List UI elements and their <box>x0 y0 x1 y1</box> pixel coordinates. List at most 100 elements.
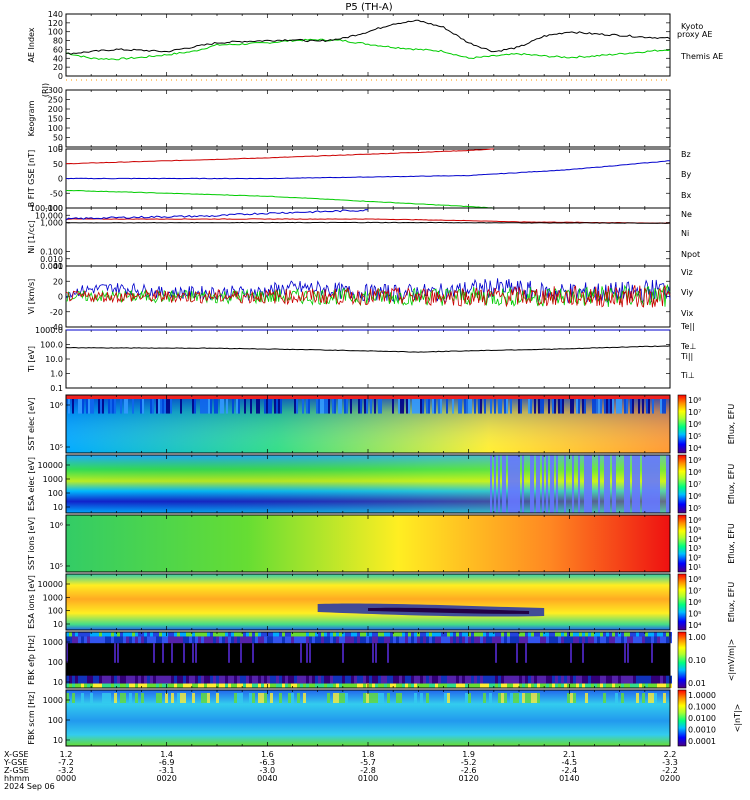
sst-elec-stripe <box>624 395 626 414</box>
fbk-scm-cell <box>483 693 486 703</box>
fbk-efp-cell <box>570 675 573 684</box>
fbk-efp-cell <box>504 683 507 688</box>
footer-tick-hhmm: 0040 <box>257 774 277 783</box>
fbk-efp-cell <box>279 675 282 684</box>
sst-elec-stripe <box>278 395 280 414</box>
sst-elec-stripe <box>346 395 348 414</box>
fbk-efp-cell <box>579 636 582 644</box>
fbk-efp-cell <box>330 636 333 644</box>
fbk-efp-cell <box>153 636 156 644</box>
fbk-efp-cell <box>261 636 264 644</box>
fbk-efp-cell <box>129 632 132 637</box>
fbk-efp-cell <box>444 636 447 644</box>
sst-elec-stripe <box>306 395 308 414</box>
fbk-scm-cell <box>636 693 639 703</box>
fbk-scm-panel-cb-title: <|nT|> <box>733 704 742 733</box>
sst-elec-stripe <box>458 395 460 414</box>
fbk-scm-cell <box>651 693 654 703</box>
esa-elec-stripe <box>634 455 636 513</box>
sst-elec-stripe <box>256 395 258 414</box>
sst-elec-stripe <box>540 395 542 414</box>
fbk-scm-cell <box>204 693 207 703</box>
fbk-efp-cell <box>360 636 363 644</box>
sst-ions-panel-colorbar <box>677 514 687 573</box>
fbk-efp-cell <box>237 675 240 684</box>
fbk-efp-cell <box>321 675 324 684</box>
fbk-efp-cell <box>657 636 660 644</box>
sst-elec-stripe <box>344 395 346 414</box>
fbk-efp-spike <box>252 643 254 663</box>
ti-panel-ytick-label: 100.0 <box>40 341 63 350</box>
fbk-efp-cell <box>417 636 420 644</box>
footer-tick-y_gse: -3.3 <box>662 758 678 767</box>
fbk-efp-cell <box>165 675 168 684</box>
fbk-efp-cell <box>447 683 450 688</box>
fbk-scm-cell <box>258 693 261 703</box>
esa-elec-stripe <box>578 455 580 513</box>
fbk-efp-cell <box>417 675 420 684</box>
fbk-efp-cell <box>393 636 396 644</box>
sst-elec-stripe <box>530 395 532 414</box>
sst-elec-stripe <box>582 395 584 414</box>
fbk-efp-cell <box>120 636 123 644</box>
sst-elec-stripe <box>156 395 158 414</box>
sst-elec-stripe <box>660 395 662 414</box>
fbk-efp-cell <box>408 683 411 688</box>
fbk-efp-cell <box>627 683 630 688</box>
fbk-efp-cell <box>159 632 162 637</box>
fbk-efp-cell <box>255 683 258 688</box>
sst-elec-stripe <box>612 395 614 414</box>
fbk-efp-cell <box>612 632 615 637</box>
fbk-efp-cell <box>411 675 414 684</box>
esa-ions-panel-cb-label: 10⁴ <box>688 621 701 630</box>
sst-elec-stripe <box>322 395 324 414</box>
fbk-efp-cell <box>372 675 375 684</box>
footer-tick-x_gse: 1.8 <box>362 750 375 759</box>
fbk-efp-cell <box>201 636 204 644</box>
fbk-scm-cell <box>333 693 336 703</box>
keogram-panel-frame <box>65 89 671 148</box>
fbk-efp-cell <box>237 683 240 688</box>
fbk-efp-cell <box>663 632 666 637</box>
fbk-efp-cell <box>387 632 390 637</box>
fbk-scm-panel-ytick-label: 100 <box>48 716 63 725</box>
fbk-efp-cell <box>84 632 87 637</box>
fbk-efp-cell <box>213 636 216 644</box>
fbk-efp-panel-cb-label: 1.00 <box>688 633 706 642</box>
sst-elec-stripe <box>562 395 564 414</box>
fbk-efp-cell <box>507 675 510 684</box>
fbk-efp-panel-cb-title: <|mV/m|> <box>727 639 736 682</box>
sst-elec-stripe <box>332 395 334 414</box>
fbk-efp-cell <box>456 636 459 644</box>
fbk-efp-cell <box>501 636 504 644</box>
fbk-scm-cell <box>288 693 291 703</box>
fbk-efp-cell <box>528 675 531 684</box>
footer-row-label: 2024 Sep 06 <box>4 782 55 791</box>
fbk-efp-cell <box>99 675 102 684</box>
sst-elec-stripe <box>168 395 170 414</box>
fbk-efp-spike <box>66 643 68 663</box>
fbk-efp-cell <box>156 632 159 637</box>
fbk-efp-cell <box>120 675 123 684</box>
fbk-efp-cell <box>600 636 603 644</box>
fbk-scm-cell <box>270 693 273 703</box>
fbk-efp-cell <box>642 632 645 637</box>
fbk-efp-cell <box>432 683 435 688</box>
sst-elec-stripe <box>86 395 88 414</box>
b-panel-ytick-label: 0 <box>58 175 63 184</box>
fbk-efp-cell <box>204 683 207 688</box>
esa-elec-panel-ytick-label: 10000 <box>38 461 63 470</box>
fbk-efp-cell <box>510 675 513 684</box>
fbk-efp-cell <box>603 675 606 684</box>
fbk-efp-cell <box>570 683 573 688</box>
fbk-efp-cell <box>315 636 318 644</box>
fbk-scm-cell <box>369 693 372 703</box>
fbk-efp-cell <box>270 632 273 637</box>
sst-elec-stripe <box>398 395 400 414</box>
fbk-efp-cell <box>219 636 222 644</box>
fbk-efp-cell <box>585 683 588 688</box>
fbk-efp-spike <box>525 643 527 663</box>
fbk-efp-cell <box>486 636 489 644</box>
fbk-efp-cell <box>357 632 360 637</box>
fbk-efp-cell <box>522 683 525 688</box>
